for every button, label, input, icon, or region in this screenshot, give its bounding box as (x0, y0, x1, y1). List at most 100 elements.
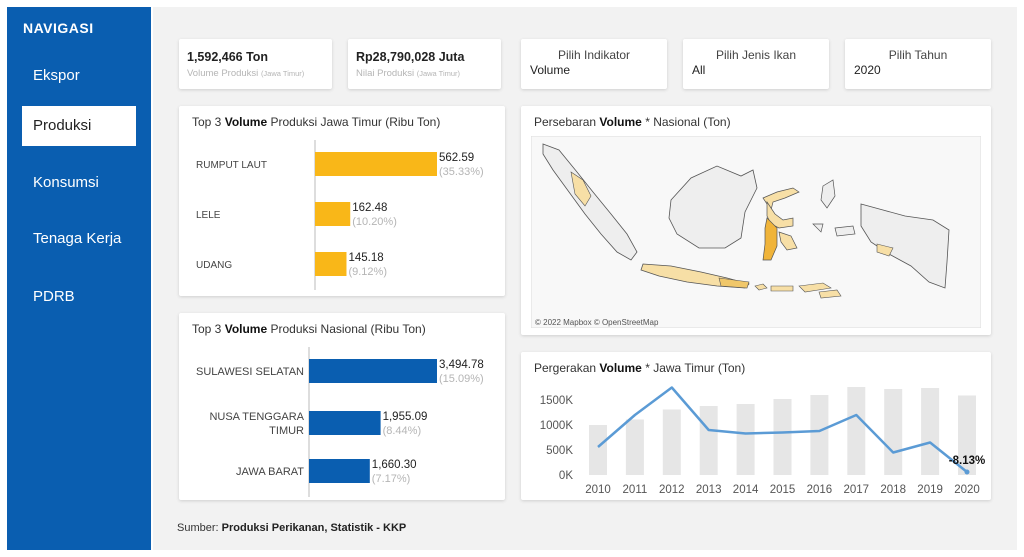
trend-title: Pergerakan Volume * Jawa Timur (Ton) (534, 361, 745, 375)
x-tick-label: 2017 (844, 484, 870, 496)
bar-category-label: RUMPUT LAUT (196, 160, 267, 171)
filter-jenis-ikan-value[interactable]: All (692, 63, 706, 77)
trend-last-point (964, 469, 970, 475)
map-sumatra-highlight (570, 171, 592, 207)
trend-line (597, 386, 968, 473)
y-tick-label: 1000K (540, 420, 574, 432)
filter-tahun-value[interactable]: 2020 (854, 63, 881, 77)
trend-bar (847, 387, 866, 475)
x-tick-label: 2011 (623, 484, 648, 496)
map-sulawesi-tenggara (778, 231, 798, 251)
nav-item-pdrb[interactable]: PDRB (33, 288, 75, 305)
map-title: Persebaran Volume * Nasional (Ton) (534, 115, 731, 129)
kpi-volume-card: 1,592,466 Ton Volume Produksi (Jawa Timu… (179, 39, 332, 89)
trend-bar (773, 399, 792, 475)
map-papua-small (876, 243, 894, 257)
map-jawa-timur (718, 277, 750, 289)
source-prefix: Sumber: (177, 522, 219, 534)
map-title-post: * Nasional (Ton) (645, 115, 731, 129)
map-sulawesi-selatan (762, 217, 778, 261)
map-title-bold: Volume (599, 115, 642, 129)
y-tick-label: 500K (546, 445, 573, 457)
map-card: Persebaran Volume * Nasional (Ton) (521, 106, 991, 335)
bar (309, 359, 437, 383)
x-tick-label: 2019 (917, 484, 943, 496)
x-tick-label: 2020 (954, 484, 980, 496)
map-nusa-tenggara (754, 282, 832, 293)
bar-category-label: UDANG (196, 260, 232, 271)
bar-value-label: 1,955.09 (383, 411, 428, 423)
bar (309, 411, 381, 435)
trend-bar (589, 425, 607, 475)
trend-bar (958, 395, 976, 475)
map-papua (860, 203, 950, 289)
filter-indikator[interactable]: Pilih Indikator Volume (521, 39, 667, 89)
trend-bar (699, 406, 718, 475)
source-note: Sumber: Produksi Perikanan, Statistik - … (177, 522, 406, 534)
source-text: Produksi Perikanan, Statistik - KKP (221, 522, 407, 534)
map-ntt-timor (818, 289, 842, 299)
bar-value-label: 162.48 (352, 202, 387, 214)
trend-title-bold: Volume (599, 361, 642, 375)
kpi-nilai-region: (Jawa Timur) (416, 69, 461, 78)
top3-nasional-title-bold: Volume (224, 322, 268, 336)
trend-bar (921, 388, 940, 475)
filter-indikator-value[interactable]: Volume (530, 63, 571, 77)
x-tick-label: 2016 (807, 484, 833, 496)
nav-item-produksi[interactable]: Produksi (22, 106, 136, 146)
filter-tahun-label: Pilih Tahun (888, 48, 948, 62)
kpi-volume-label-text: Volume Produksi (187, 68, 259, 79)
kpi-volume-label: Volume Produksi (Jawa Timur) (187, 68, 304, 79)
map-sulawesi-tengah (766, 200, 794, 229)
map-attribution: © 2022 Mapbox © OpenStreetMap (535, 318, 659, 327)
top3-nasional-title: Top 3 Volume Produksi Nasional (Ribu Ton… (192, 322, 426, 336)
map-sumatra (542, 143, 638, 261)
kpi-volume-region: (Jawa Timur) (260, 69, 305, 78)
trend-bar (810, 395, 829, 475)
nav-title: NAVIGASI (23, 20, 94, 36)
trend-title-pre: Pergerakan (534, 361, 597, 375)
trend-annotation: -8.13% (949, 455, 985, 467)
bar-value-label: 562.59 (439, 152, 474, 164)
kpi-nilai-card: Rp28,790,028 Juta Nilai Produksi (Jawa T… (348, 39, 501, 89)
bar-value-label: 3,494.78 (439, 359, 484, 371)
kpi-nilai-label: Nilai Produksi (Jawa Timur) (356, 68, 460, 79)
filter-jenis-ikan[interactable]: Pilih Jenis Ikan All (683, 39, 829, 89)
bar-category-label: NUSA TENGGARA (209, 411, 304, 423)
main-content: 1,592,466 Ton Volume Produksi (Jawa Timu… (153, 7, 1017, 550)
top3-jatim-title-pre: Top 3 (192, 115, 222, 129)
indonesia-map[interactable] (531, 136, 981, 328)
x-tick-label: 2018 (880, 484, 906, 496)
filter-jenis-ikan-label: Pilih Jenis Ikan (715, 48, 797, 62)
filter-tahun[interactable]: Pilih Tahun 2020 (845, 39, 991, 89)
bar (309, 459, 370, 483)
bar (315, 252, 347, 276)
top3-jatim-title-bold: Volume (224, 115, 268, 129)
top3-nasional-title-post: Produksi Nasional (Ribu Ton) (270, 322, 426, 336)
kpi-nilai-value: Rp28,790,028 Juta (356, 50, 465, 64)
trend-chart: 0K 500K 1000K 1500K 2010 2011 2012 2013 2014 2015… (540, 386, 985, 496)
top3-jatim-chart: RUMPUT LAUT 562.59 (35.33%) LELE 162.48 (10.2… (196, 140, 484, 290)
top3-jatim-title: Top 3 Volume Produksi Jawa Timur (Ribu T… (192, 115, 440, 129)
kpi-nilai-label-text: Nilai Produksi (356, 68, 415, 79)
trend-bar (736, 404, 755, 475)
bar-value-label: 1,660.30 (372, 459, 417, 471)
x-tick-label: 2015 (770, 484, 796, 496)
bar-value-label: 145.18 (348, 252, 383, 264)
bar (315, 152, 437, 176)
top3-jatim-card: Top 3 Volume Produksi Jawa Timur (Ribu T… (179, 106, 505, 296)
bar-category-label: LELE (196, 210, 221, 221)
x-tick-label: 2013 (696, 484, 722, 496)
bar-category-label: SULAWESI SELATAN (196, 366, 304, 378)
nav-item-konsumsi[interactable]: Konsumsi (33, 174, 99, 191)
y-tick-label: 0K (559, 470, 573, 482)
sidebar: NAVIGASI Ekspor Produksi Konsumsi Tenaga… (7, 7, 151, 550)
map-maluku (812, 179, 856, 237)
trend-card: Pergerakan Volume * Jawa Timur (Ton) 0K 5… (521, 352, 991, 500)
nav-item-tenaga-kerja[interactable]: Tenaga Kerja (33, 230, 122, 247)
map-kalimantan (668, 165, 758, 249)
bar-percent-label: (10.20%) (352, 216, 397, 228)
nav-item-ekspor[interactable]: Ekspor (33, 67, 80, 84)
bar-percent-label: (8.44%) (383, 425, 422, 437)
filter-indikator-label: Pilih Indikator (557, 48, 631, 62)
